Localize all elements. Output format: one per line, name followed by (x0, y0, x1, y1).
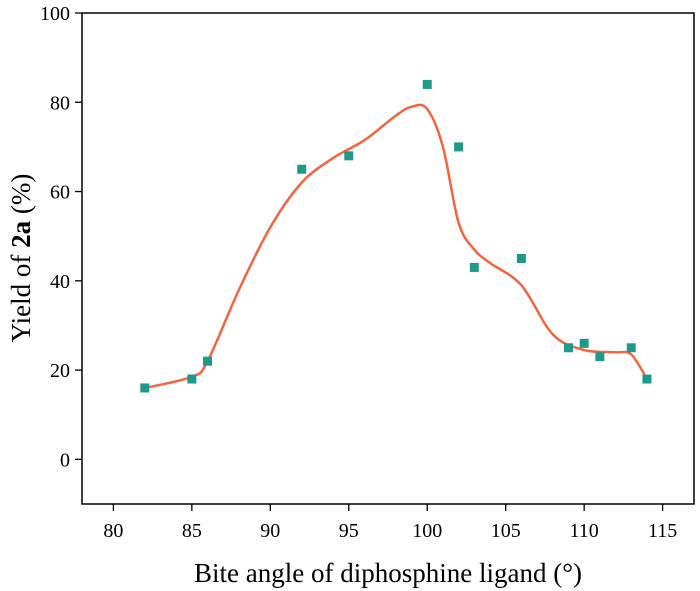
y-tick-label: 100 (40, 3, 70, 25)
x-tick-label: 90 (260, 520, 280, 542)
x-tick-label: 85 (182, 520, 202, 542)
y-tick-label: 20 (50, 360, 70, 382)
data-point (140, 383, 150, 393)
x-tick-label: 105 (491, 520, 521, 542)
data-point (516, 254, 526, 263)
plot-frame (81, 12, 695, 505)
x-tick-label: 80 (103, 520, 123, 542)
data-point (469, 262, 479, 272)
x-tick-label: 115 (648, 520, 677, 542)
y-tick-label: 60 (50, 182, 70, 204)
x-axis-title: Bite angle of diphosphine ligand (°) (194, 558, 582, 588)
data-point (187, 374, 197, 384)
y-tick-label: 40 (50, 271, 70, 293)
x-axis-ticks: 80 85 90 95 100 105 110 115 (103, 504, 677, 542)
plot-area-border (81, 12, 695, 505)
y-axis-ticks: 0 20 40 60 80 100 (40, 3, 82, 471)
data-point (626, 343, 636, 353)
y-axis-title-compound: 2a (6, 220, 36, 248)
data-point (642, 374, 652, 384)
data-points-layer (140, 79, 652, 393)
y-tick-label: 0 (60, 449, 70, 471)
fit-curve-layer (143, 103, 649, 390)
x-tick-label: 95 (339, 520, 359, 542)
data-point (454, 142, 464, 152)
data-point (422, 79, 432, 89)
data-point (579, 338, 589, 348)
y-axis-title: Yield of 2a (%) (6, 174, 36, 343)
y-axis-title-prefix: Yield of (6, 248, 36, 343)
data-point (203, 356, 213, 366)
x-tick-label: 110 (570, 520, 599, 542)
data-point (297, 164, 307, 174)
y-axis-title-suffix: (%) (6, 174, 36, 221)
data-point (344, 151, 354, 161)
fit-curve (143, 103, 649, 390)
y-tick-label: 80 (50, 92, 70, 114)
data-point (595, 352, 605, 362)
data-point (563, 343, 573, 353)
x-tick-label: 100 (412, 520, 442, 542)
